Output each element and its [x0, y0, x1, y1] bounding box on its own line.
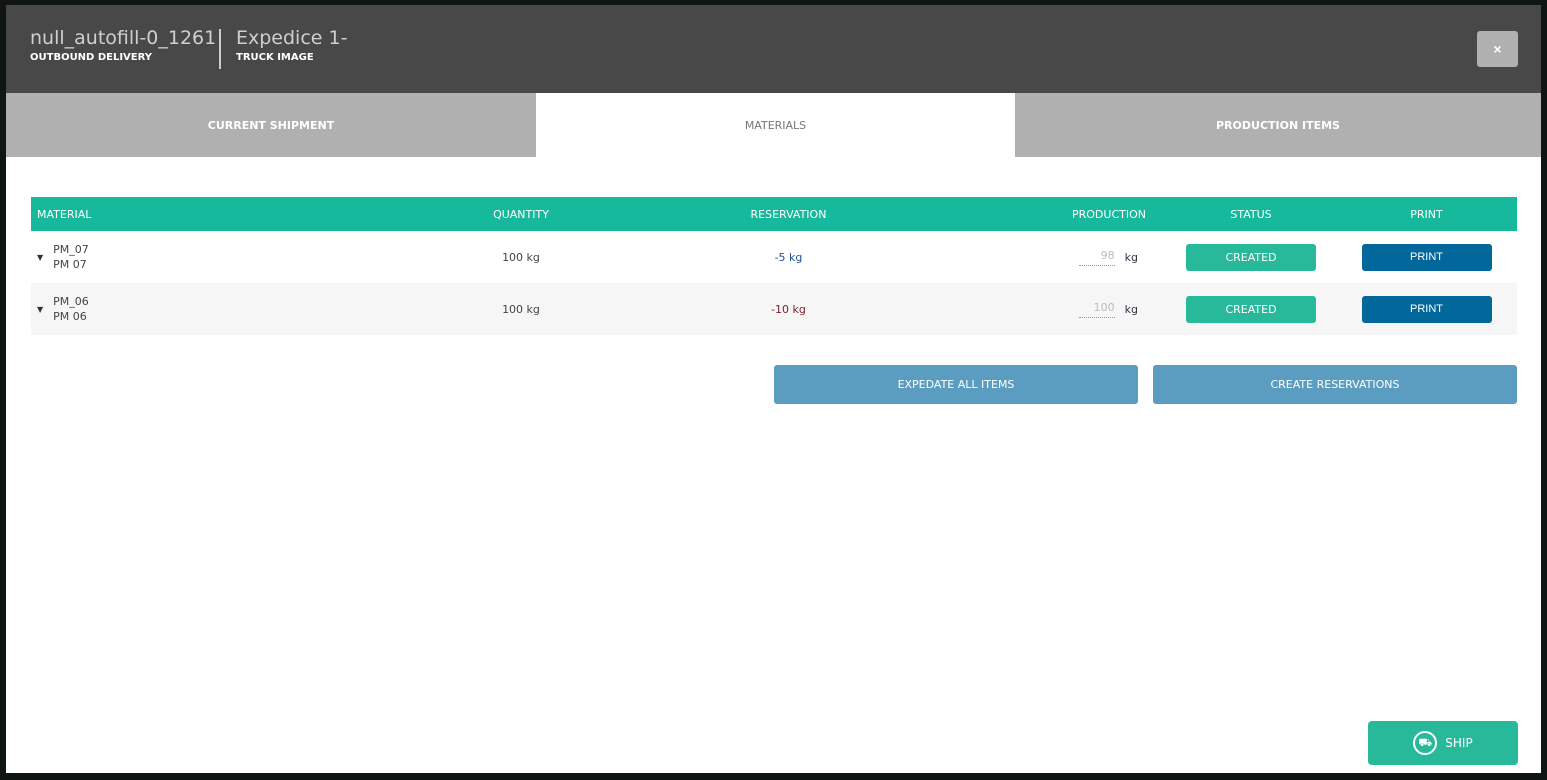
material-code: PM_07	[53, 243, 89, 256]
material-cell: ▼ PM_06 PM 06	[31, 283, 431, 335]
material-code: PM_06	[53, 295, 89, 308]
ship-label: SHIP	[1445, 736, 1473, 750]
material-cell: ▼ PM_07 PM 07	[31, 231, 431, 283]
tab-production-items[interactable]: PRODUCTION ITEMS	[1015, 93, 1541, 157]
tab-materials[interactable]: MATERIALS	[536, 93, 1015, 157]
status-badge: CREATED	[1186, 295, 1316, 323]
production-input[interactable]: 98	[1078, 249, 1115, 266]
table-row: ▼ PM_06 PM 06 100 kg -10 kg 100 kg CREATED …	[31, 283, 1517, 335]
material-name: PM 07	[53, 258, 87, 271]
col-production: PRODUCTION	[966, 197, 1166, 231]
print-button[interactable]: PRINT	[1361, 243, 1492, 271]
truck-icon: ⛟	[1413, 731, 1438, 755]
col-reservation: RESERVATION	[611, 197, 966, 231]
status-cell: CREATED	[1166, 283, 1336, 335]
col-quantity: QUANTITY	[431, 197, 611, 231]
production-unit: kg	[1124, 250, 1138, 264]
reservation-cell: -10 kg	[611, 283, 966, 335]
col-status: STATUS	[1166, 197, 1336, 231]
material-name: PM 06	[53, 310, 87, 323]
expedate-all-button[interactable]: EXPEDATE ALL ITEMS	[774, 365, 1138, 404]
modal-header: null_autofill-0_1261 OUTBOUND DELIVERY E…	[6, 5, 1541, 93]
col-material: MATERIAL	[31, 197, 431, 231]
production-input[interactable]: 100	[1078, 301, 1115, 318]
delivery-subtitle: OUTBOUND DELIVERY	[30, 52, 153, 63]
production-cell: 98 kg	[966, 231, 1166, 283]
production-unit: kg	[1124, 302, 1138, 316]
production-cell: 100 kg	[966, 283, 1166, 335]
status-badge: CREATED	[1186, 243, 1316, 271]
table-row: ▼ PM_07 PM 07 100 kg -5 kg 98 kg CREATED PR…	[31, 231, 1517, 283]
close-button[interactable]: ×	[1477, 31, 1518, 67]
print-cell: PRINT	[1336, 231, 1517, 283]
create-reservations-button[interactable]: CREATE RESERVATIONS	[1153, 365, 1517, 404]
expand-caret-icon[interactable]: ▼	[37, 304, 44, 314]
print-button[interactable]: PRINT	[1361, 295, 1492, 323]
tab-bar: CURRENT SHIPMENT MATERIALS PRODUCTION IT…	[6, 93, 1541, 157]
print-cell: PRINT	[1336, 283, 1517, 335]
ship-button[interactable]: ⛟ SHIP	[1368, 721, 1518, 765]
truck-title: Expedice 1-	[236, 27, 348, 49]
materials-table: MATERIAL QUANTITY RESERVATION PRODUCTION…	[31, 197, 1517, 335]
truck-subtitle: TRUCK IMAGE	[236, 52, 314, 63]
expand-caret-icon[interactable]: ▼	[37, 252, 44, 262]
col-print: PRINT	[1336, 197, 1517, 231]
quantity-cell: 100 kg	[502, 250, 540, 264]
status-cell: CREATED	[1166, 231, 1336, 283]
reservation-cell: -5 kg	[774, 250, 803, 264]
quantity-cell: 100 kg	[431, 283, 611, 335]
tab-current-shipment[interactable]: CURRENT SHIPMENT	[6, 93, 536, 157]
divider	[219, 29, 221, 69]
delivery-modal: null_autofill-0_1261 OUTBOUND DELIVERY E…	[6, 5, 1541, 773]
delivery-title: null_autofill-0_1261	[30, 27, 217, 49]
